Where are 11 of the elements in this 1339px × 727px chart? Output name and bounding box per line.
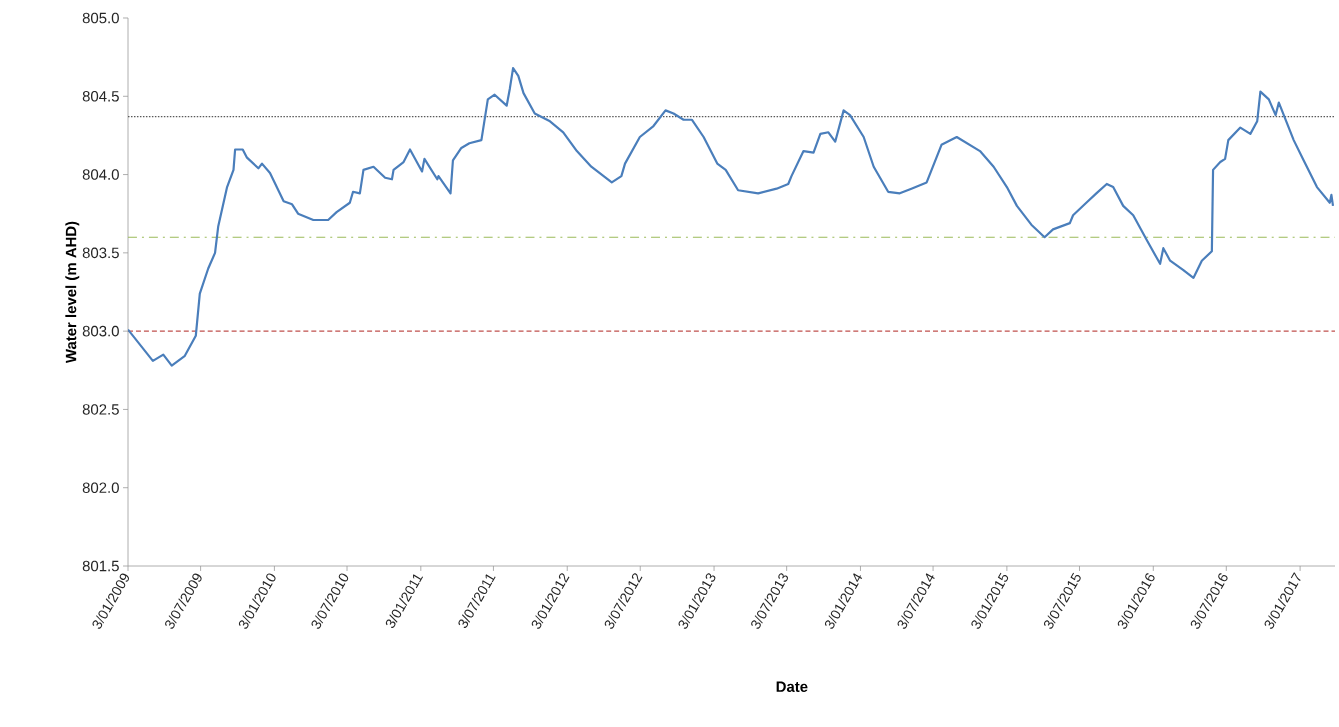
y-tick-label: 802.0 bbox=[82, 482, 119, 493]
y-tick-label: 804.0 bbox=[82, 169, 119, 180]
y-tick-label: 801.5 bbox=[82, 560, 119, 572]
y-tick-label: 804.5 bbox=[82, 90, 119, 102]
x-axis-title: Date bbox=[776, 681, 808, 692]
y-tick-label: 803.0 bbox=[82, 325, 119, 337]
y-axis-title: Water level (m AHD) bbox=[65, 221, 80, 364]
line-series bbox=[128, 67, 1335, 367]
y-tick-label: 802.5 bbox=[82, 404, 119, 415]
y-tick-label: 805.0 bbox=[82, 12, 119, 24]
y-tick-label: 803.5 bbox=[82, 247, 119, 259]
